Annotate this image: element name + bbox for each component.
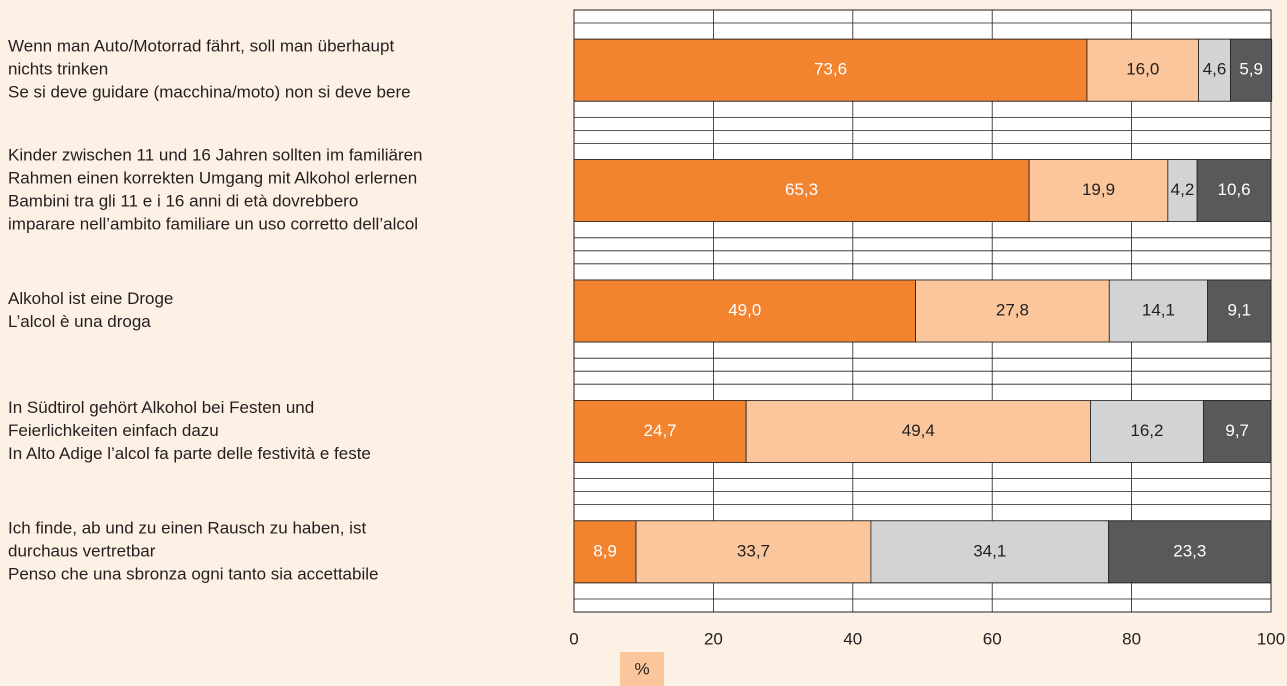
value-label: 14,1	[1142, 300, 1175, 319]
bar-segment	[1230, 38, 1273, 102]
bar-segment	[1202, 399, 1272, 463]
value-label: 33,7	[737, 541, 770, 560]
category-label: Kinder zwischen 11 und 16 Jahren sollten…	[8, 146, 423, 165]
x-axis-label: %	[634, 659, 649, 678]
x-tick-label: 0	[569, 629, 578, 648]
category-label: Ich finde, ab und zu einen Rausch zu hab…	[8, 518, 366, 537]
category-label: Rahmen einen korrekten Umgang mit Alkoho…	[8, 169, 417, 188]
category-label: Bambini tra gli 11 e i 16 anni di età do…	[8, 192, 358, 211]
bar-segment	[1086, 38, 1199, 102]
value-label: 16,0	[1126, 60, 1159, 79]
bar-segment	[915, 279, 1110, 343]
category-label: Wenn man Auto/Motorrad fährt, soll man ü…	[8, 37, 394, 56]
bar-segment	[573, 399, 747, 463]
value-label: 9,1	[1227, 300, 1251, 319]
value-label: 73,6	[814, 60, 847, 79]
x-label-box	[620, 652, 664, 686]
value-label: 65,3	[785, 180, 818, 199]
category-label: durchaus vertretbar	[8, 541, 156, 560]
value-label: 23,3	[1173, 541, 1206, 560]
value-label: 4,2	[1171, 180, 1195, 199]
category-label: Alkohol ist eine Droge	[8, 289, 173, 308]
value-label: 9,7	[1225, 421, 1249, 440]
value-label: 34,1	[973, 541, 1006, 560]
bar-segment	[573, 38, 1088, 102]
bar-segment	[573, 159, 1030, 223]
x-tick-label: 100	[1257, 629, 1285, 648]
bar-segment	[1108, 520, 1272, 584]
category-label: Feierlichkeiten einfach dazu	[8, 421, 219, 440]
value-label: 27,8	[996, 300, 1029, 319]
bar-segment	[573, 520, 637, 584]
x-tick-label: 40	[843, 629, 862, 648]
bar-segment	[745, 399, 1091, 463]
bar-segment	[1167, 159, 1198, 223]
bar-segment	[1108, 279, 1208, 343]
value-label: 24,7	[644, 421, 677, 440]
bar-segment	[1028, 159, 1169, 223]
value-label: 5,9	[1239, 60, 1263, 79]
value-label: 19,9	[1082, 180, 1115, 199]
category-label: Penso che una sbronza ogni tanto sia acc…	[8, 564, 378, 583]
category-label: imparare nell’ambito familiare un uso co…	[8, 215, 418, 234]
value-label: 10,6	[1218, 180, 1251, 199]
category-label: Se si deve guidare (macchina/moto) non s…	[8, 83, 411, 102]
category-label: L’alcol è una droga	[8, 312, 151, 331]
value-label: 49,0	[728, 300, 761, 319]
value-label: 16,2	[1130, 421, 1163, 440]
bar-segment	[1090, 399, 1204, 463]
x-tick-label: 80	[1122, 629, 1141, 648]
bar-segment	[635, 520, 872, 584]
x-tick-label: 60	[983, 629, 1002, 648]
bar-segment	[573, 279, 916, 343]
bar-segment	[1207, 279, 1272, 343]
category-label: nichts trinken	[8, 60, 108, 79]
bar-segment	[1196, 159, 1272, 223]
value-label: 4,6	[1203, 60, 1227, 79]
category-label: In Alto Adige l’alcol fa parte delle fes…	[8, 444, 371, 463]
bar-segment	[870, 520, 1109, 584]
category-label: In Südtirol gehört Alkohol bei Festen un…	[8, 398, 314, 417]
x-tick-label: 20	[704, 629, 723, 648]
value-label: 8,9	[593, 541, 617, 560]
value-label: 49,4	[902, 421, 935, 440]
